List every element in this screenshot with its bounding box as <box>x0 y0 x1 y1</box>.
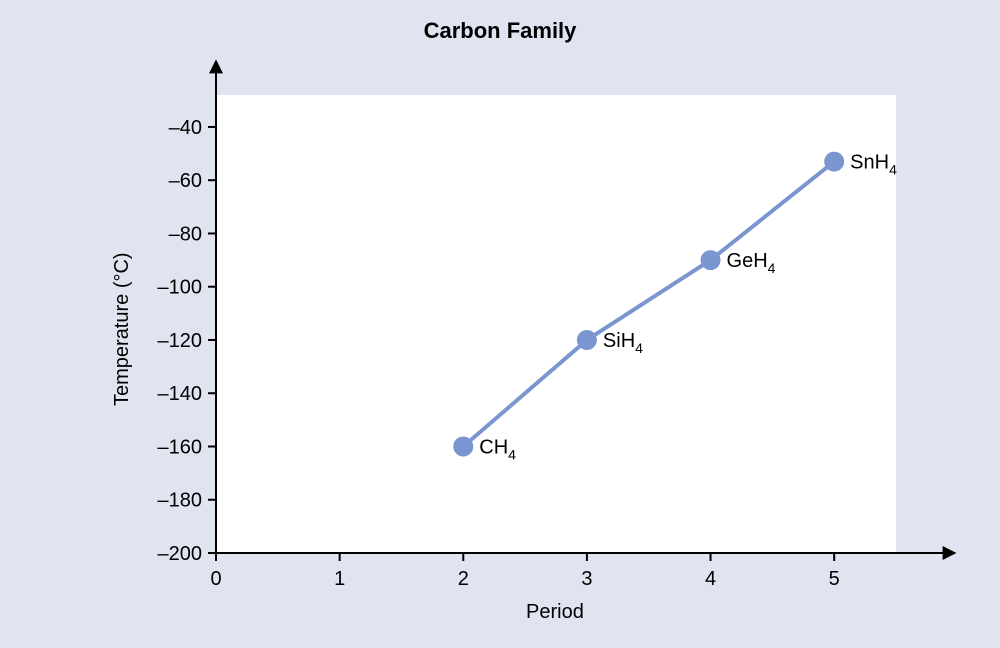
x-tick-label: 1 <box>334 568 345 590</box>
y-axis-label: Temperature (°C) <box>111 253 134 407</box>
data-point-label: SnH4 <box>850 152 897 178</box>
data-point-label: GeH4 <box>727 250 776 276</box>
data-point <box>453 436 473 456</box>
data-point <box>701 250 721 270</box>
x-tick-label: 3 <box>581 568 592 590</box>
y-tick-label: –200 <box>158 543 203 565</box>
y-tick-label: –80 <box>169 223 202 245</box>
data-point-label: CH4 <box>479 436 516 462</box>
y-tick-label: –140 <box>158 383 203 405</box>
data-point <box>577 330 597 350</box>
x-tick-label: 5 <box>829 568 840 590</box>
chart-svg: –200–180–160–140–120–100–80–60–40012345C… <box>0 0 1000 648</box>
y-tick-label: –40 <box>169 117 202 139</box>
data-point <box>824 152 844 172</box>
y-tick-label: –60 <box>169 170 202 192</box>
series-line <box>463 162 834 447</box>
chart-container: Carbon Family –200–180–160–140–120–100–8… <box>0 0 1000 648</box>
data-point-label: SiH4 <box>603 330 643 356</box>
y-tick-label: –180 <box>158 490 203 512</box>
x-axis-label: Period <box>526 601 584 624</box>
y-tick-label: –100 <box>158 277 203 299</box>
x-tick-label: 0 <box>210 568 221 590</box>
y-tick-label: –160 <box>158 436 203 458</box>
y-tick-label: –120 <box>158 330 203 352</box>
x-tick-label: 2 <box>458 568 469 590</box>
x-tick-label: 4 <box>705 568 716 590</box>
